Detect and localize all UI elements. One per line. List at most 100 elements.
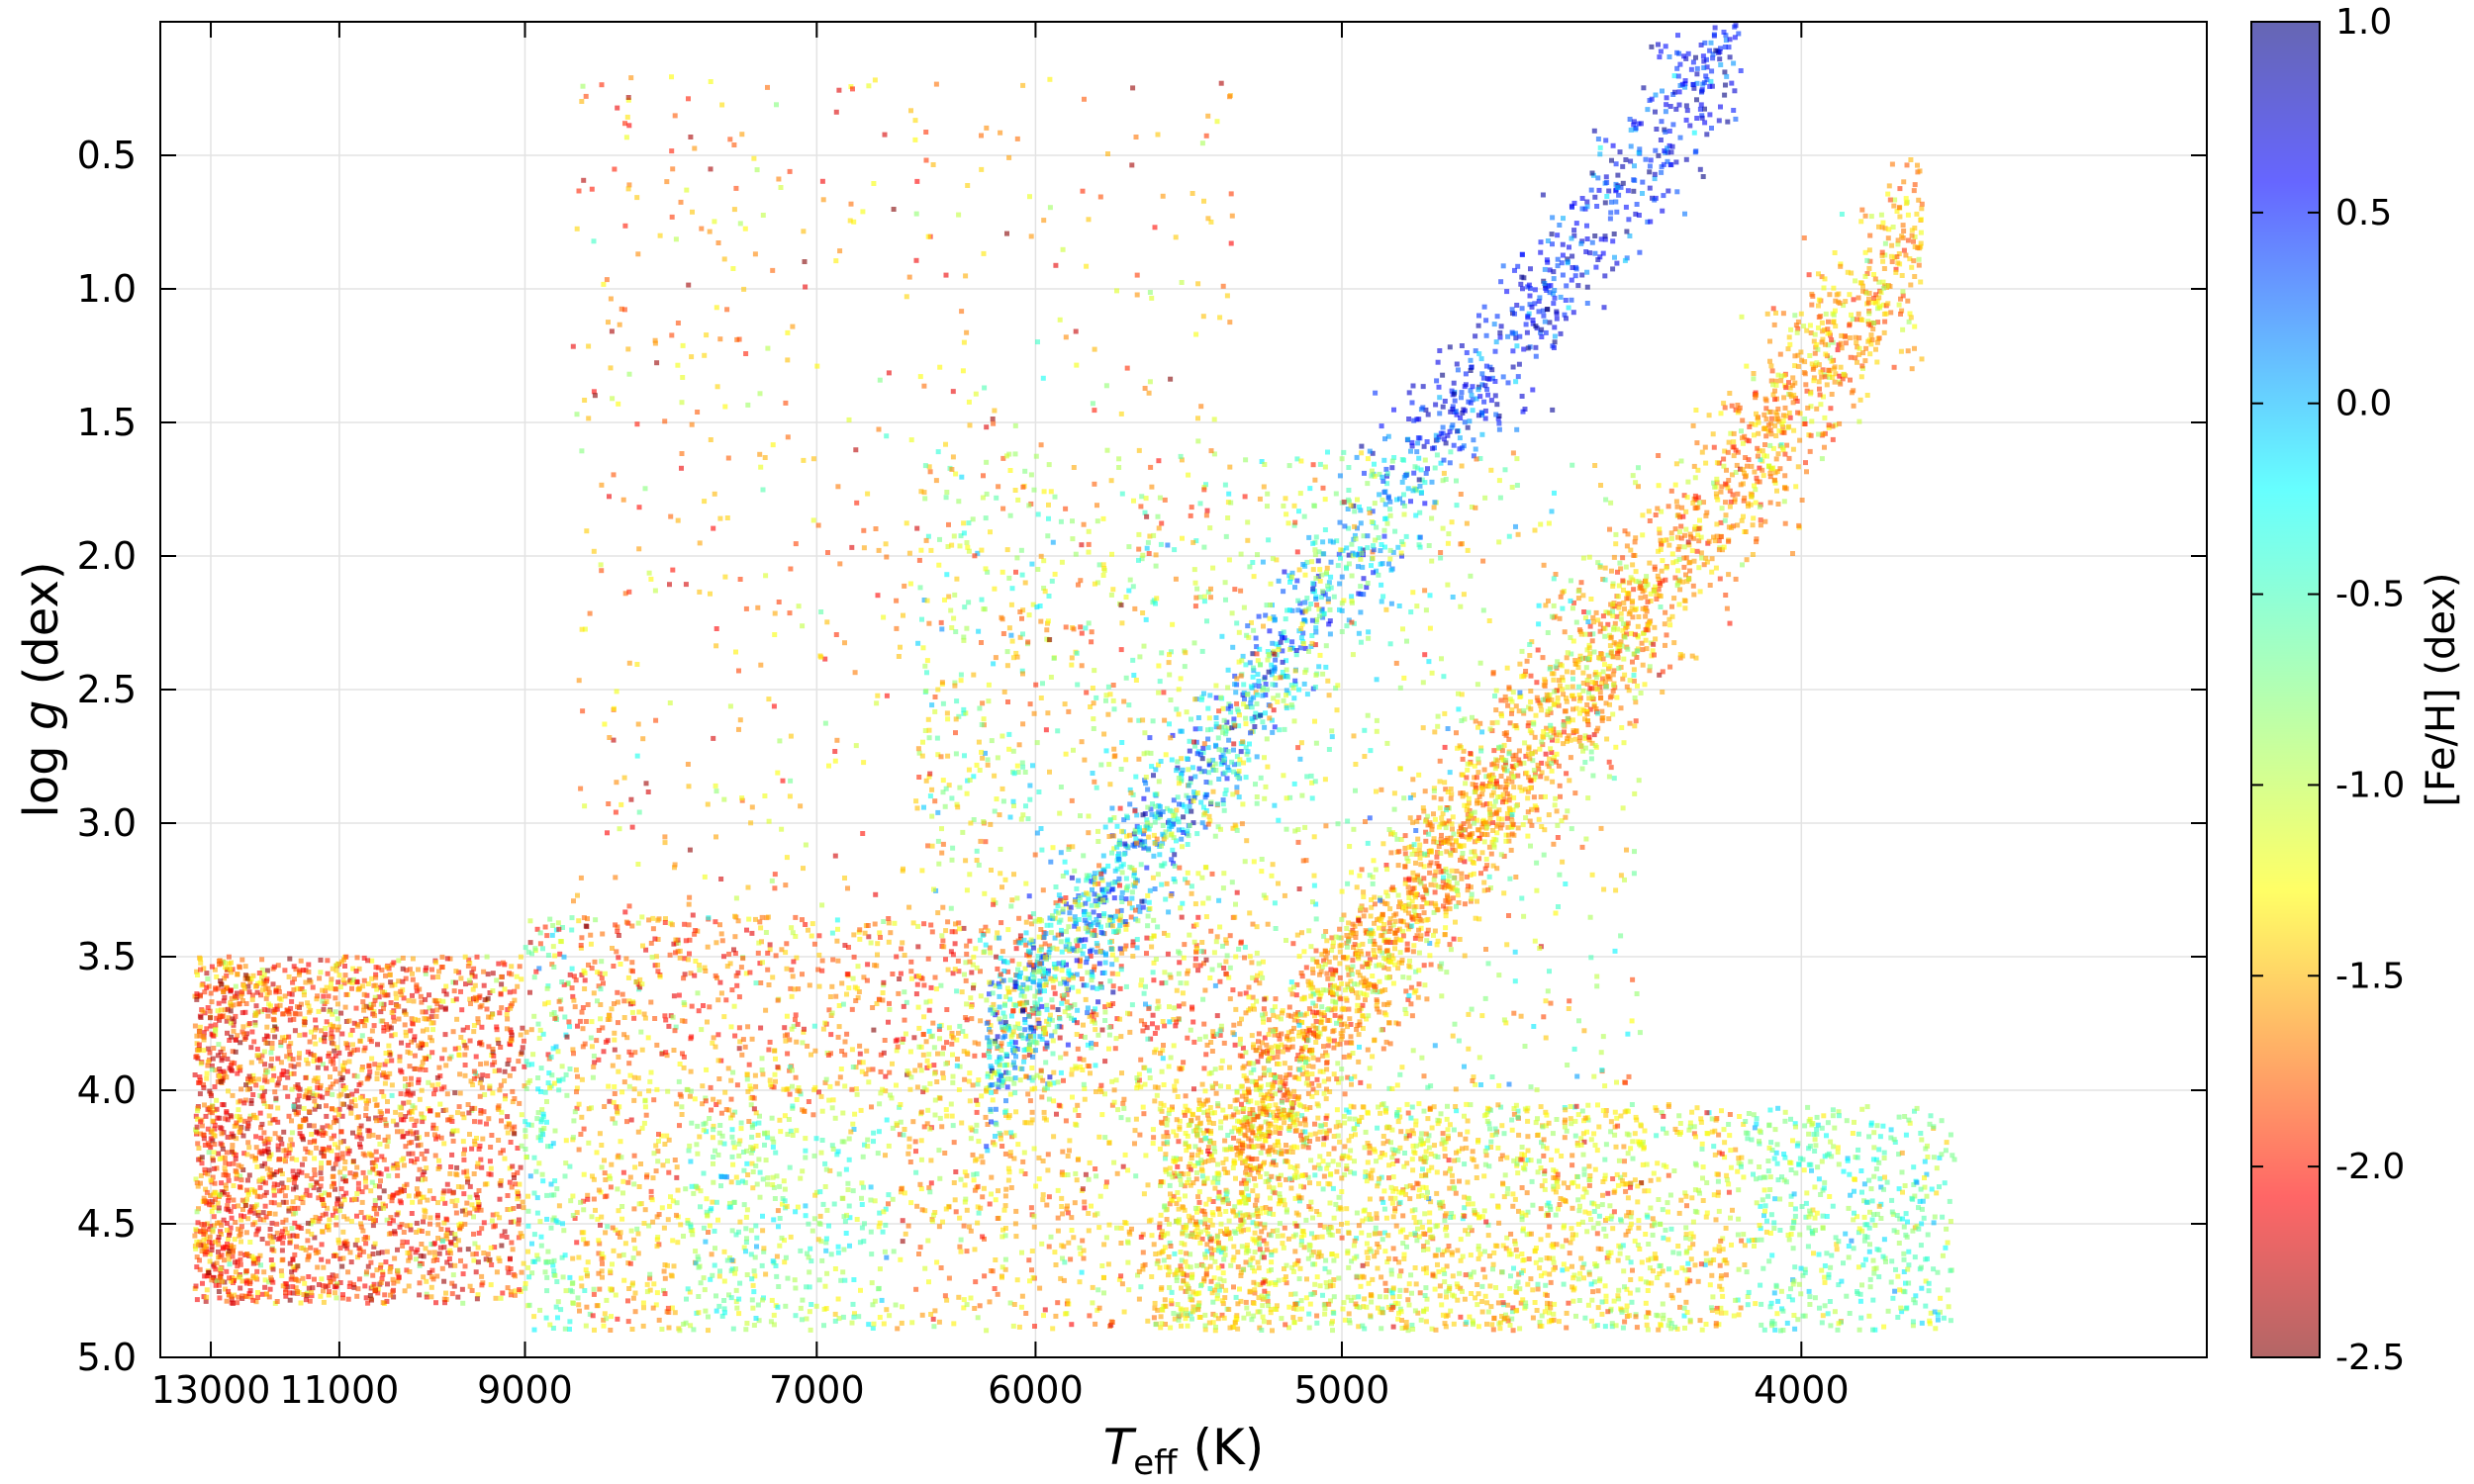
data-point xyxy=(201,1232,206,1237)
data-point xyxy=(207,1150,212,1155)
data-point xyxy=(793,1277,798,1282)
data-point xyxy=(592,1292,597,1297)
data-point xyxy=(252,1189,257,1194)
data-point xyxy=(213,1028,218,1033)
data-point xyxy=(370,1029,375,1034)
data-point xyxy=(256,1227,261,1232)
data-point xyxy=(240,1024,245,1029)
data-point xyxy=(677,1123,682,1128)
data-point xyxy=(327,1223,332,1228)
data-point xyxy=(628,1073,633,1078)
data-point xyxy=(499,981,504,986)
data-point xyxy=(453,1171,458,1176)
data-point xyxy=(745,1272,750,1277)
data-point xyxy=(949,1042,954,1047)
data-point xyxy=(234,1050,238,1055)
data-point xyxy=(845,972,850,976)
data-point xyxy=(291,1017,296,1022)
data-point xyxy=(196,1243,201,1248)
data-point xyxy=(556,920,561,925)
data-point xyxy=(218,1157,223,1161)
data-point xyxy=(1139,977,1144,982)
data-point xyxy=(451,1029,456,1034)
data-point xyxy=(386,1044,391,1049)
data-point xyxy=(898,1257,903,1262)
data-point xyxy=(204,1114,209,1119)
data-point xyxy=(1080,1239,1085,1244)
data-point xyxy=(567,1275,572,1280)
data-point xyxy=(581,1026,586,1031)
data-point xyxy=(261,1130,266,1135)
data-point xyxy=(847,1244,852,1249)
data-point xyxy=(785,967,790,972)
data-point xyxy=(719,1111,724,1116)
data-point xyxy=(765,968,770,973)
data-point xyxy=(788,1165,793,1170)
data-point xyxy=(517,1287,522,1292)
data-point xyxy=(510,1001,515,1006)
data-point xyxy=(1078,1065,1083,1069)
data-point xyxy=(749,931,754,936)
data-point xyxy=(216,1008,221,1013)
data-point xyxy=(519,1033,523,1038)
data-point xyxy=(1106,1261,1111,1266)
data-point xyxy=(976,1081,981,1086)
data-point xyxy=(450,1199,455,1204)
data-point xyxy=(593,917,598,922)
data-point xyxy=(887,940,892,945)
data-point xyxy=(809,934,814,939)
data-point xyxy=(375,1076,380,1081)
data-point xyxy=(1231,1023,1236,1028)
data-point xyxy=(629,1118,634,1123)
data-point xyxy=(1059,1204,1064,1209)
data-point xyxy=(1019,1305,1024,1310)
data-point xyxy=(1114,1077,1119,1082)
data-point xyxy=(224,1074,229,1079)
data-point xyxy=(616,1111,620,1116)
data-point xyxy=(666,1170,671,1175)
data-point xyxy=(835,927,840,932)
data-point xyxy=(717,1123,722,1128)
data-point xyxy=(339,1202,344,1207)
data-point xyxy=(1075,944,1080,949)
data-point xyxy=(614,1293,618,1298)
data-point xyxy=(974,1098,979,1103)
data-point xyxy=(464,1201,469,1206)
data-point xyxy=(305,1257,310,1262)
data-point xyxy=(483,1182,488,1187)
data-point xyxy=(271,1188,276,1193)
data-point xyxy=(1051,985,1056,990)
data-point xyxy=(200,982,205,987)
data-point xyxy=(606,1084,611,1089)
data-point xyxy=(869,1184,874,1189)
data-point xyxy=(373,998,378,1003)
data-point xyxy=(1125,1240,1130,1245)
data-point xyxy=(399,1091,404,1096)
data-point xyxy=(479,1025,484,1030)
data-point xyxy=(485,1007,490,1012)
data-point xyxy=(650,955,655,960)
data-point xyxy=(1006,1178,1011,1183)
data-point xyxy=(953,941,958,946)
data-point xyxy=(357,1039,362,1044)
data-point xyxy=(409,1076,414,1081)
data-point xyxy=(597,1287,602,1292)
data-point xyxy=(497,1068,502,1073)
data-point xyxy=(596,1238,601,1243)
data-point xyxy=(1060,1150,1065,1155)
data-point xyxy=(540,946,545,951)
data-point xyxy=(299,1170,304,1175)
data-point xyxy=(497,1103,502,1108)
data-point xyxy=(600,1164,605,1169)
data-point xyxy=(377,1184,382,1189)
data-point xyxy=(293,1012,298,1017)
data-point xyxy=(643,1207,648,1212)
data-point xyxy=(968,1126,973,1131)
data-point xyxy=(794,1040,799,1045)
data-point xyxy=(927,1127,932,1132)
data-point xyxy=(519,955,523,960)
data-point xyxy=(1101,1275,1106,1280)
data-point xyxy=(450,1291,455,1296)
data-point xyxy=(882,1322,887,1327)
data-point xyxy=(884,1255,889,1260)
